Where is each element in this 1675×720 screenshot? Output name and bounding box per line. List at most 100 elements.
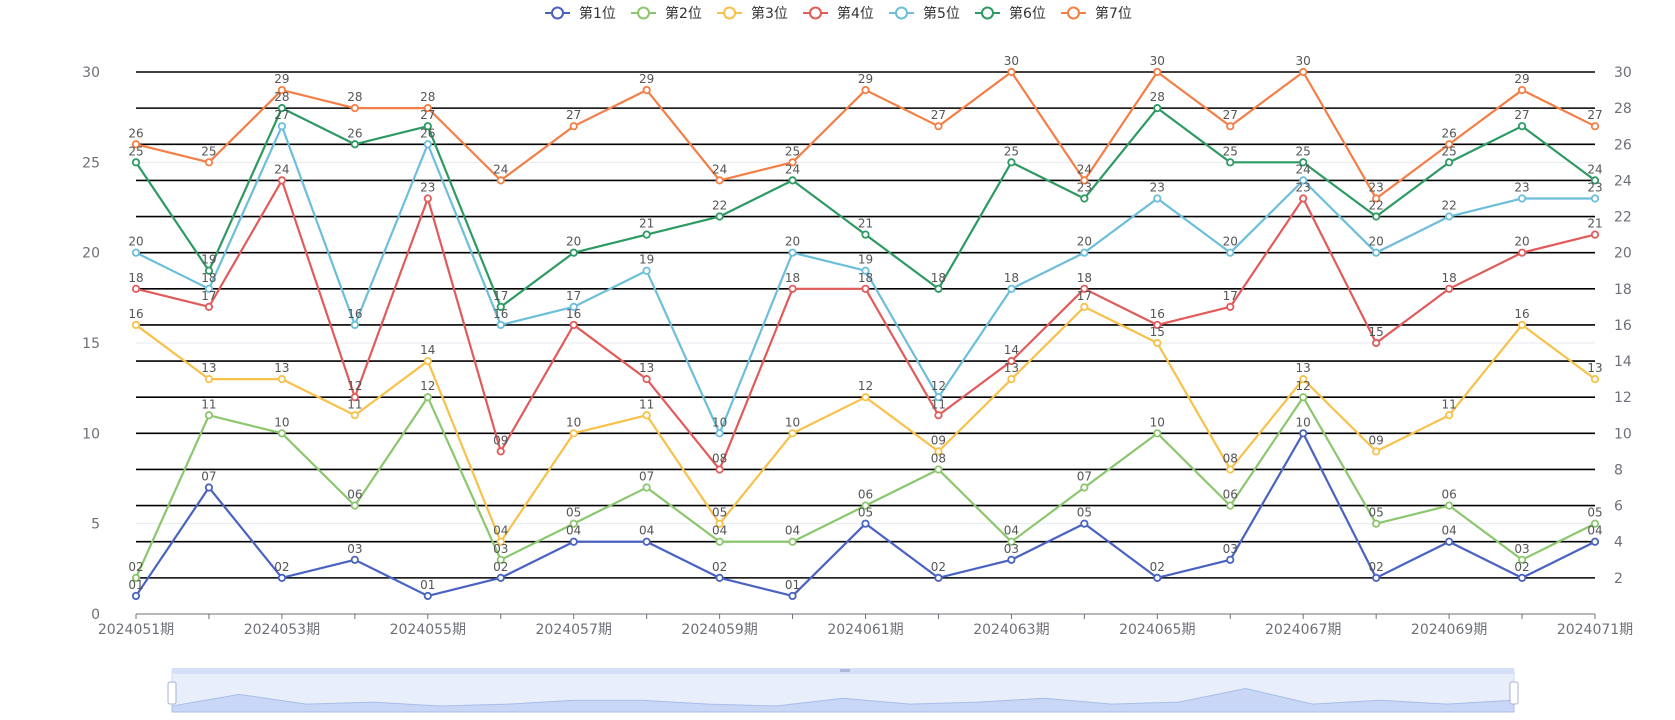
data-point[interactable] xyxy=(1445,284,1454,293)
data-point[interactable] xyxy=(715,573,724,582)
data-point[interactable] xyxy=(1226,501,1235,510)
data-point[interactable] xyxy=(1299,176,1308,185)
data-point[interactable] xyxy=(423,356,432,366)
data-point[interactable] xyxy=(204,302,214,311)
data-point[interactable] xyxy=(423,194,432,203)
data-point[interactable] xyxy=(642,411,651,420)
data-point[interactable] xyxy=(1372,194,1381,203)
data-point[interactable] xyxy=(1299,194,1308,203)
data-point[interactable] xyxy=(642,537,651,546)
data-point[interactable] xyxy=(1299,158,1308,167)
data-point[interactable] xyxy=(1517,194,1527,203)
data-point[interactable] xyxy=(277,122,286,131)
data-point[interactable] xyxy=(1153,573,1162,582)
data-point[interactable] xyxy=(1153,338,1162,348)
data-point[interactable] xyxy=(1590,230,1600,239)
data-point[interactable] xyxy=(1372,447,1381,456)
data-point[interactable] xyxy=(277,573,286,582)
data-point[interactable] xyxy=(277,375,286,384)
data-point[interactable] xyxy=(1590,375,1600,384)
data-point[interactable] xyxy=(277,104,286,113)
data-point[interactable] xyxy=(861,266,870,275)
data-point[interactable] xyxy=(204,375,214,384)
data-point[interactable] xyxy=(277,176,286,185)
legend-item-2[interactable]: 第2位 xyxy=(631,5,702,22)
data-point[interactable] xyxy=(131,284,141,293)
data-point[interactable] xyxy=(788,158,797,167)
data-point[interactable] xyxy=(861,501,870,510)
data-point[interactable] xyxy=(788,537,797,546)
data-point[interactable] xyxy=(934,122,943,131)
data-point[interactable] xyxy=(204,284,214,293)
data-point[interactable] xyxy=(496,573,505,582)
data-point[interactable] xyxy=(1153,194,1162,203)
legend-item-5[interactable]: 第5位 xyxy=(889,5,960,22)
data-point[interactable] xyxy=(1226,248,1235,257)
data-point[interactable] xyxy=(788,284,797,293)
data-point[interactable] xyxy=(788,176,797,185)
data-point[interactable] xyxy=(1590,194,1600,203)
data-point[interactable] xyxy=(934,284,943,293)
data-point[interactable] xyxy=(715,465,724,474)
data-point[interactable] xyxy=(569,302,578,311)
data-point[interactable] xyxy=(131,320,141,330)
data-point[interactable] xyxy=(350,501,359,510)
data-point[interactable] xyxy=(1299,429,1308,438)
data-point[interactable] xyxy=(642,266,651,275)
data-point[interactable] xyxy=(569,320,578,330)
data-point[interactable] xyxy=(131,573,141,582)
zoom-drag-grip[interactable] xyxy=(840,669,850,672)
data-point[interactable] xyxy=(642,85,651,95)
legend-item-7[interactable]: 第7位 xyxy=(1061,5,1132,22)
data-point[interactable] xyxy=(1445,140,1454,149)
data-point[interactable] xyxy=(423,393,432,402)
data-point[interactable] xyxy=(1226,122,1235,131)
data-point[interactable] xyxy=(131,248,141,257)
data-point[interactable] xyxy=(204,158,214,167)
data-point[interactable] xyxy=(131,591,141,601)
data-point[interactable] xyxy=(569,537,578,546)
data-point[interactable] xyxy=(1517,85,1527,95)
data-point[interactable] xyxy=(861,519,870,528)
data-point[interactable] xyxy=(1445,537,1454,546)
data-point[interactable] xyxy=(496,555,505,564)
data-zoom-slider[interactable] xyxy=(167,668,1519,713)
data-point[interactable] xyxy=(788,429,797,438)
data-point[interactable] xyxy=(423,122,432,131)
data-point[interactable] xyxy=(350,140,359,149)
data-point[interactable] xyxy=(569,248,578,257)
data-point[interactable] xyxy=(1372,573,1381,582)
data-point[interactable] xyxy=(1080,483,1089,492)
data-point[interactable] xyxy=(1007,284,1016,293)
data-point[interactable] xyxy=(131,158,141,167)
data-point[interactable] xyxy=(715,519,724,528)
data-point[interactable] xyxy=(1372,212,1381,221)
data-point[interactable] xyxy=(934,393,943,402)
data-point[interactable] xyxy=(788,591,797,601)
legend-item-1[interactable]: 第1位 xyxy=(545,5,616,22)
data-point[interactable] xyxy=(788,248,797,257)
data-point[interactable] xyxy=(277,429,286,438)
data-point[interactable] xyxy=(569,429,578,438)
data-point[interactable] xyxy=(861,284,870,293)
data-point[interactable] xyxy=(1372,338,1381,348)
zoom-handle-right[interactable] xyxy=(1509,681,1519,705)
data-point[interactable] xyxy=(569,519,578,528)
data-point[interactable] xyxy=(715,537,724,546)
data-point[interactable] xyxy=(715,212,724,221)
data-point[interactable] xyxy=(496,447,505,456)
data-point[interactable] xyxy=(1590,537,1600,546)
data-point[interactable] xyxy=(1226,302,1235,311)
data-point[interactable] xyxy=(1153,320,1162,330)
legend[interactable]: 第1位 第2位 第3位 第4位 第5位 第6位 第7位 xyxy=(545,5,1132,22)
data-point[interactable] xyxy=(1007,537,1016,546)
data-point[interactable] xyxy=(1517,122,1527,131)
data-point[interactable] xyxy=(715,176,724,185)
data-point[interactable] xyxy=(1007,356,1016,366)
data-point[interactable] xyxy=(1007,67,1016,77)
data-point[interactable] xyxy=(934,573,943,582)
data-point[interactable] xyxy=(1590,176,1600,185)
data-point[interactable] xyxy=(1007,158,1016,167)
data-point[interactable] xyxy=(496,537,505,546)
data-point[interactable] xyxy=(1080,176,1089,185)
